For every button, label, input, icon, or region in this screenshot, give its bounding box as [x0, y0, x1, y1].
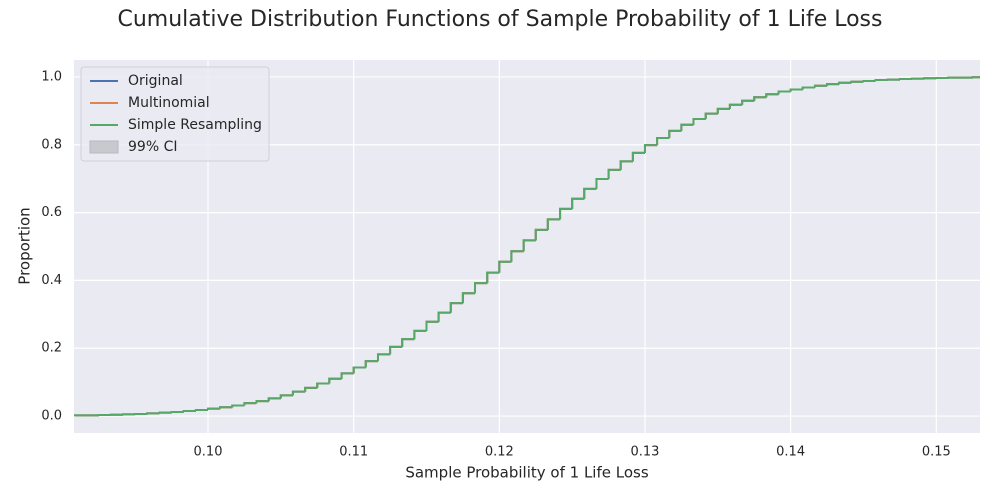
step-segment — [196, 410, 208, 411]
step-segment — [172, 412, 184, 413]
y-tick-label: 0.4 — [41, 273, 62, 288]
y-axis-label: Proportion — [16, 207, 34, 284]
legend-label: 99% CI — [128, 139, 177, 155]
x-axis-label: Sample Probability of 1 Life Loss — [405, 464, 648, 482]
step-segment — [184, 411, 196, 412]
step-segment — [876, 80, 888, 81]
y-tick-label: 1.0 — [41, 69, 62, 84]
x-tick-label: 0.10 — [194, 445, 223, 460]
x-tick-label: 0.13 — [631, 445, 660, 460]
step-segment — [851, 82, 863, 83]
legend-label: Multinomial — [128, 95, 210, 111]
step-segment — [900, 79, 912, 80]
step-segment — [74, 415, 86, 416]
step-segment — [160, 413, 172, 414]
y-tick-label: 0.0 — [41, 409, 62, 424]
y-tick-label: 0.2 — [41, 341, 62, 356]
x-tick-label: 0.12 — [485, 445, 514, 460]
chart-title: Cumulative Distribution Functions of Sam… — [118, 7, 883, 32]
y-tick-label: 0.8 — [41, 137, 62, 152]
legend-label: Original — [128, 73, 183, 89]
x-tick-label: 0.11 — [339, 445, 368, 460]
y-tick-label: 0.6 — [41, 205, 62, 220]
step-segment — [863, 81, 875, 82]
step-segment — [147, 413, 159, 414]
legend-label: Simple Resampling — [128, 117, 262, 133]
x-tick-label: 0.15 — [922, 445, 951, 460]
x-tick-label: 0.14 — [776, 445, 805, 460]
legend-swatch — [90, 141, 118, 153]
